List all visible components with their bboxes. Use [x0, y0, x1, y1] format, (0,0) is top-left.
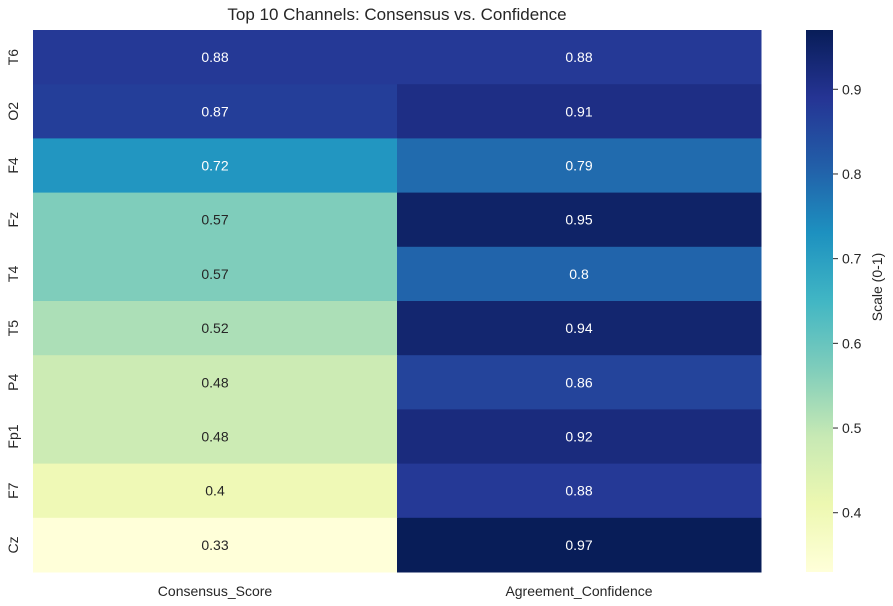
cell-value-label: 0.57 [201, 212, 228, 228]
heatmap-cell [397, 517, 762, 573]
heatmap-cell [33, 355, 398, 410]
heatmap-cell [33, 246, 398, 302]
row-tick-label: Cz [5, 536, 21, 553]
cell-value-label: 0.72 [201, 158, 228, 174]
heatmap-cell [397, 463, 762, 519]
heatmap-cell [33, 301, 398, 356]
column-tick-labels: Consensus_Score Agreement_Confidence [158, 583, 653, 599]
heatmap-cell [33, 517, 398, 573]
heatmap-cell [33, 30, 398, 85]
heatmap-cells: 0.88 0.88 0.87 0.91 0.72 0.79 0.57 0.95 0.57 0.8 0… [33, 30, 762, 573]
cell-value-label: 0.86 [565, 374, 592, 390]
heatmap-cell [33, 463, 398, 519]
row-tick-label: T5 [5, 320, 21, 337]
cell-value-label: 0.48 [201, 374, 228, 390]
cell-value-label: 0.79 [565, 158, 592, 174]
colorbar-tick-label: 0.5 [842, 420, 862, 436]
cell-value-label: 0.52 [201, 320, 228, 336]
cell-value-label: 0.8 [569, 266, 589, 282]
row-tick-label: F4 [5, 157, 21, 174]
cell-value-label: 0.87 [201, 103, 228, 119]
row-tick-labels: T6 O2 F4 Fz T4 T5 P4 Fp1 F7 Cz [5, 49, 21, 554]
heatmap-cell [397, 84, 762, 139]
cell-value-label: 0.94 [565, 320, 592, 336]
colorbar-tick-label: 0.4 [842, 505, 862, 521]
chart-title: Top 10 Channels: Consensus vs. Confidenc… [227, 5, 566, 24]
row-tick-label: Fp1 [5, 424, 21, 448]
colorbar-tick-label: 0.6 [842, 335, 862, 351]
row-tick-label: T6 [5, 49, 21, 66]
cell-value-label: 0.88 [201, 49, 228, 65]
heatmap-cell [33, 84, 398, 139]
colorbar-gradient [806, 30, 833, 572]
heatmap-cell [397, 30, 762, 85]
heatmap-cell [397, 301, 762, 356]
column-tick-label: Consensus_Score [158, 583, 273, 599]
cell-value-label: 0.4 [205, 483, 225, 499]
row-tick-label: Fz [5, 212, 21, 228]
colorbar-tick-label: 0.8 [842, 166, 862, 182]
colorbar-tick-label: 0.9 [842, 81, 862, 97]
cell-value-label: 0.48 [201, 429, 228, 445]
colorbar-tick-label: 0.7 [842, 251, 862, 267]
heatmap-cell [397, 409, 762, 465]
colorbar-ticks: 0.4 0.5 0.6 0.7 0.8 0.9 [833, 81, 862, 521]
row-tick-label: T4 [5, 266, 21, 283]
cell-value-label: 0.95 [565, 212, 592, 228]
colorbar: 0.4 0.5 0.6 0.7 0.8 0.9 Scale (0-1) [806, 30, 885, 572]
cell-value-label: 0.57 [201, 266, 228, 282]
cell-value-label: 0.92 [565, 429, 592, 445]
heatmap-cell [397, 246, 762, 302]
cell-value-label: 0.97 [565, 537, 592, 553]
heatmap-cell [397, 355, 762, 410]
row-tick-label: O2 [5, 102, 21, 121]
heatmap-cell [33, 192, 398, 248]
cell-value-label: 0.91 [565, 103, 592, 119]
heatmap-cell [397, 192, 762, 248]
cell-value-label: 0.88 [565, 483, 592, 499]
heatmap-cell [397, 138, 762, 194]
colorbar-label: Scale (0-1) [869, 253, 885, 321]
heatmap-cell [33, 138, 398, 194]
row-tick-label: P4 [5, 374, 21, 391]
heatmap-cell [33, 409, 398, 465]
cell-value-label: 0.33 [201, 537, 228, 553]
row-tick-label: F7 [5, 482, 21, 499]
column-tick-label: Agreement_Confidence [505, 583, 652, 599]
cell-value-label: 0.88 [565, 49, 592, 65]
